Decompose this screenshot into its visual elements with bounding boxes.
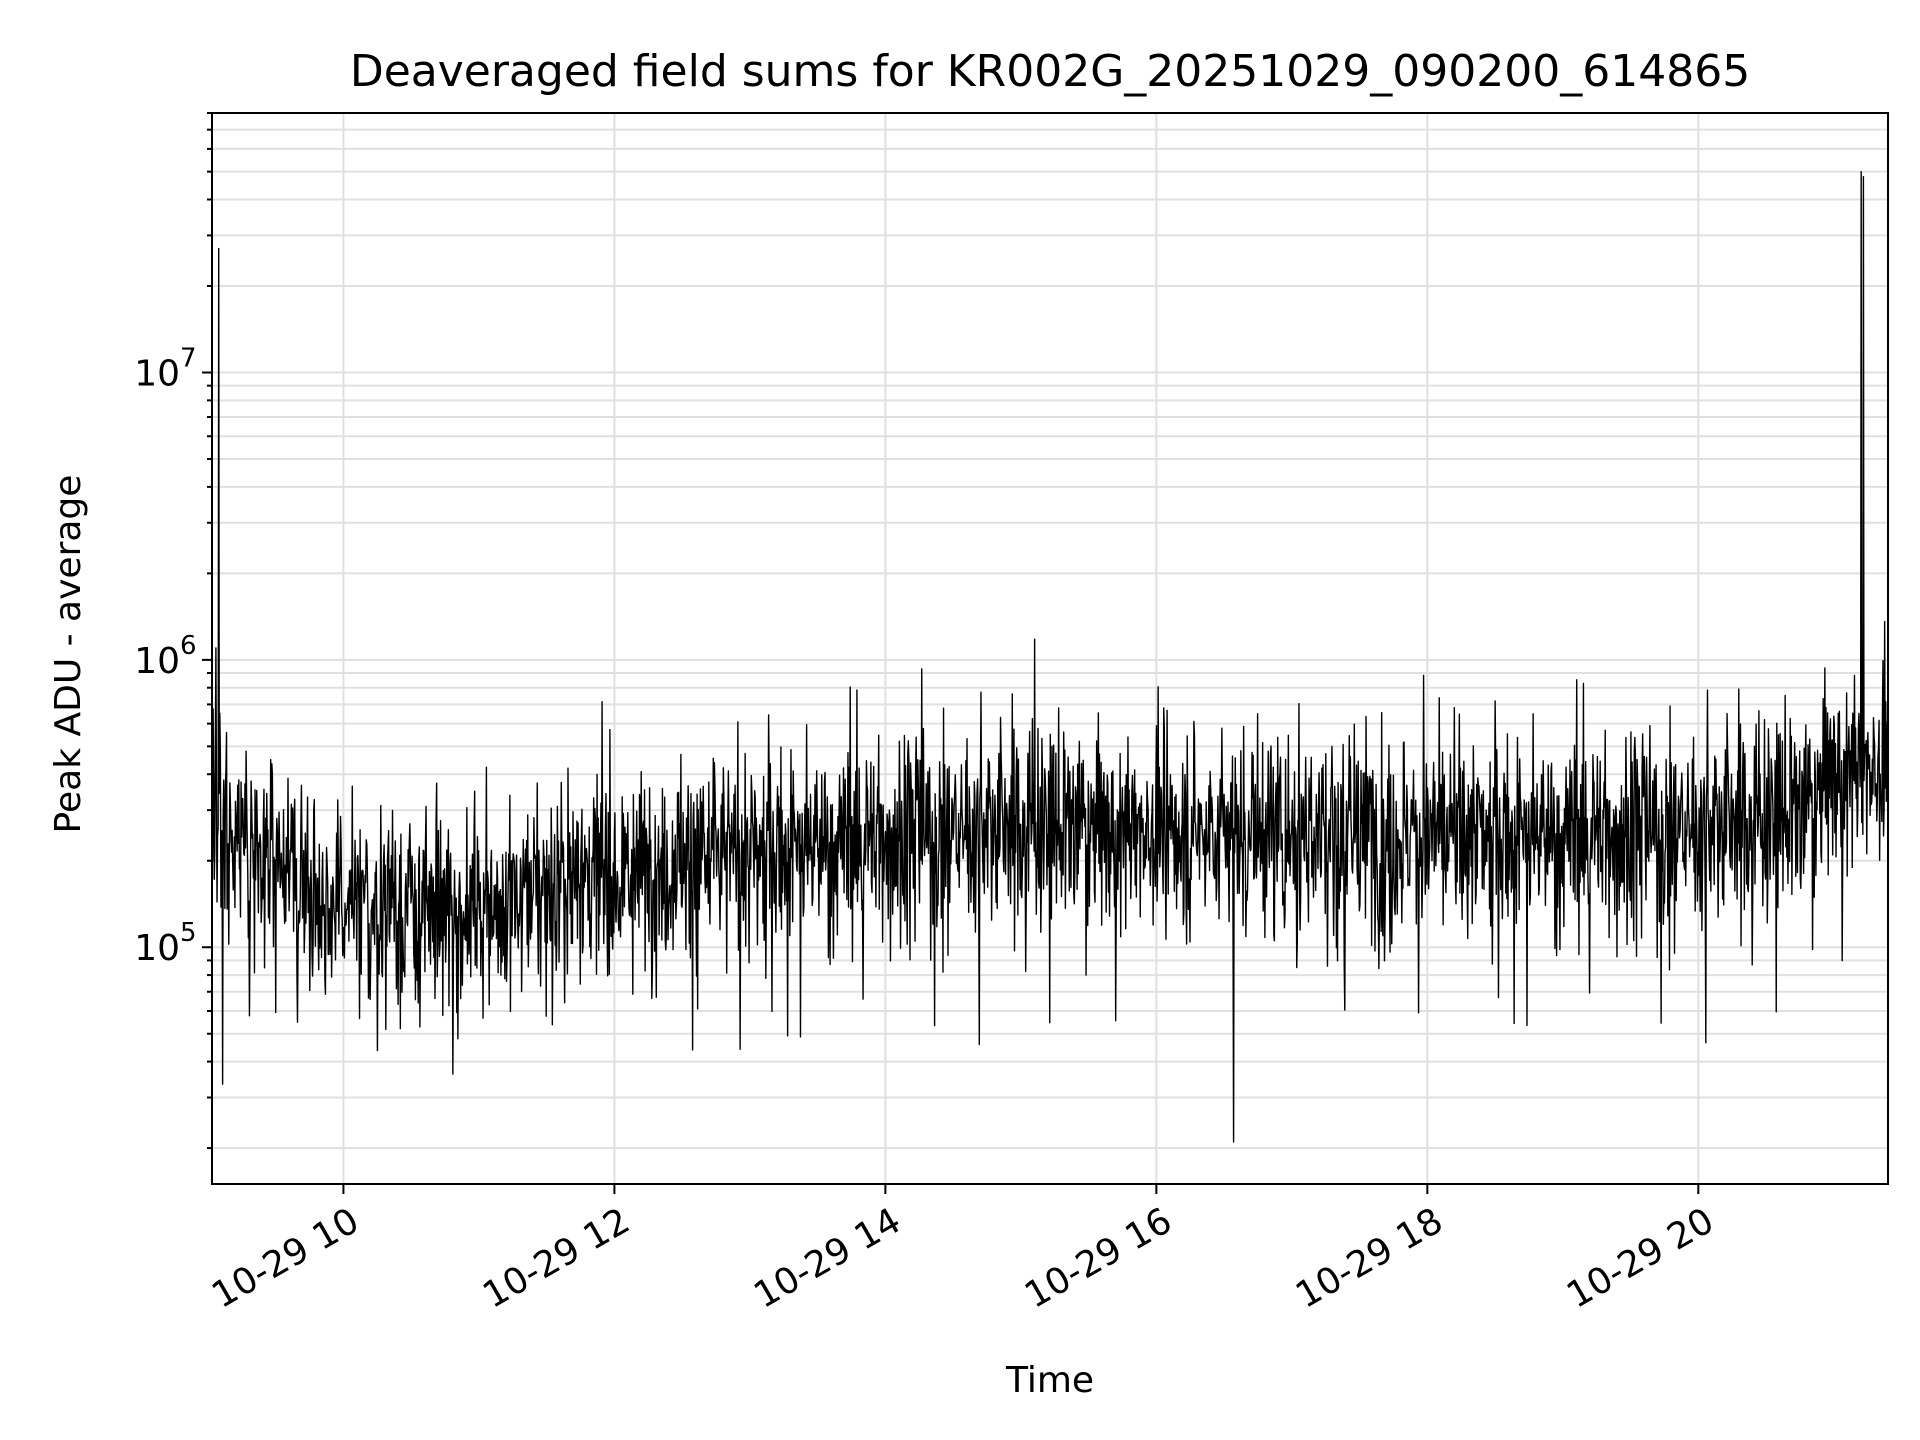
x-tick-label: 10-29 16	[1018, 1200, 1179, 1316]
series-line	[211, 170, 1889, 1143]
y-tick-label: 10	[134, 354, 180, 395]
y-tick-label: 10	[134, 928, 180, 969]
tick-marks	[202, 112, 1700, 1194]
y-tick-label: 10	[134, 641, 180, 682]
x-tick-label: 10-29 20	[1560, 1200, 1721, 1316]
series-group	[211, 170, 1889, 1143]
chart-title: Deaveraged field sums for KR002G_2025102…	[350, 46, 1750, 97]
x-tick-label: 10-29 14	[747, 1200, 908, 1316]
y-tick-exponent: 5	[180, 918, 197, 948]
x-tick-label: 10-29 18	[1289, 1200, 1450, 1316]
x-axis-label: Time	[1005, 1360, 1094, 1401]
x-tick-label: 10-29 12	[476, 1200, 637, 1316]
plot-frame	[211, 112, 1889, 1185]
y-tick-exponent: 7	[180, 344, 197, 374]
y-tick-exponent: 6	[180, 631, 197, 661]
y-axis-label: Peak ADU - average	[48, 475, 89, 834]
x-tick-label: 10-29 10	[205, 1200, 366, 1316]
